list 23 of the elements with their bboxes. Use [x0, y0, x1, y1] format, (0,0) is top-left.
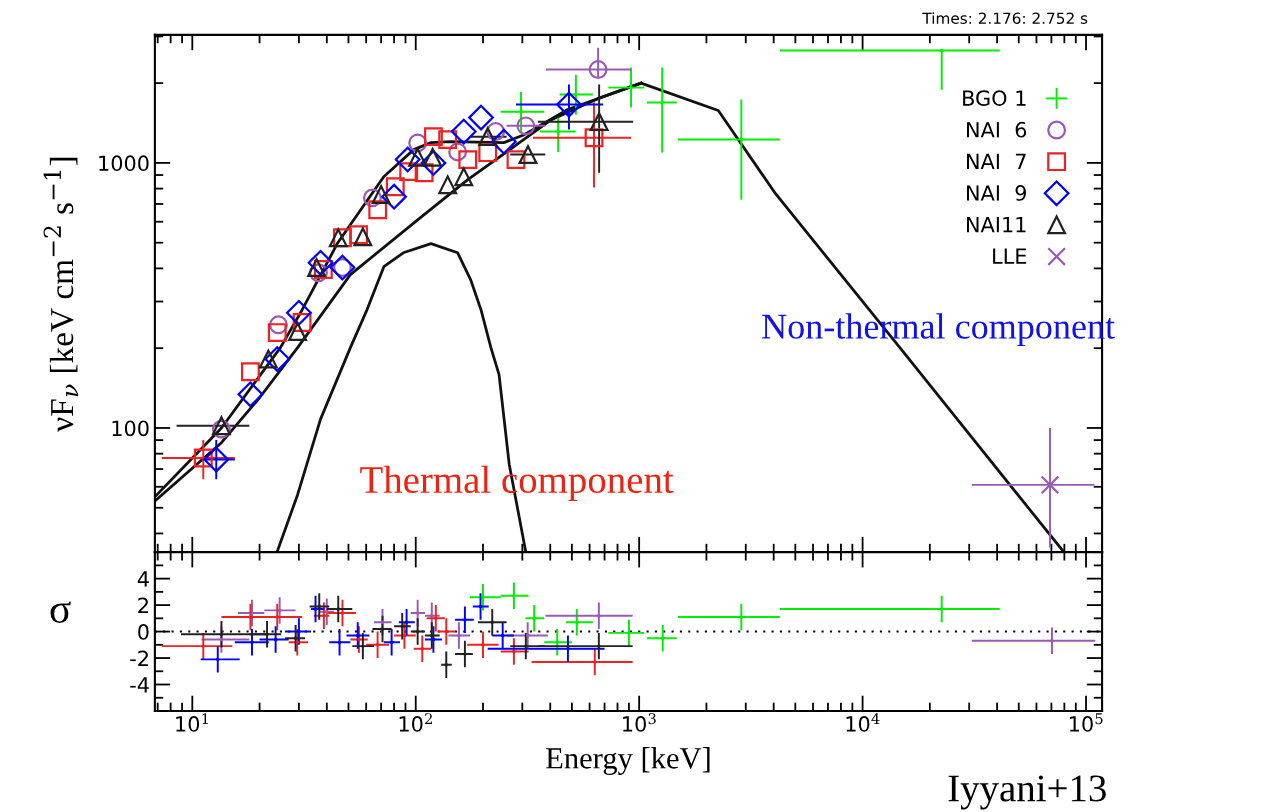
y-axis-title: σ — [50, 601, 71, 624]
legend-label: NAI11 — [967, 217, 1026, 233]
text: Iyyani+13 — [948, 775, 1106, 810]
y-axis-title: νF$_{ν}$ [keV cm$^{−2}$ s$^{−1}$] — [43, 157, 79, 432]
legend-label: LLE — [993, 248, 1027, 264]
x-axis-title: Energy [keV] — [546, 747, 710, 775]
x-tick-label: 10$^{1}$ — [176, 713, 208, 732]
x-tick-label: 10$^{4}$ — [846, 713, 880, 732]
legend-label: NAI 9 — [967, 185, 1026, 201]
x-tick-label: 10$^{5}$ — [1069, 713, 1103, 732]
x-tick-label: 10$^{3}$ — [623, 713, 656, 732]
x-tick-label: 10$^{2}$ — [399, 713, 432, 732]
legend-label: NAI 6 — [967, 121, 1027, 138]
legend-label: BGO 1 — [963, 90, 1026, 106]
y-tick-label: -4 — [130, 677, 149, 693]
text: Times: 2.176: 2.752 s — [922, 12, 1088, 25]
legend-label: NAI 7 — [967, 153, 1026, 169]
y-tick-label: 0 — [138, 624, 149, 640]
y-tick-label: 100 — [112, 420, 149, 437]
y-tick-label: 1000 — [99, 155, 149, 172]
y-tick-label: 2 — [138, 597, 148, 614]
y-tick-label: 4 — [137, 571, 149, 587]
y-tick-label: -2 — [130, 650, 148, 666]
